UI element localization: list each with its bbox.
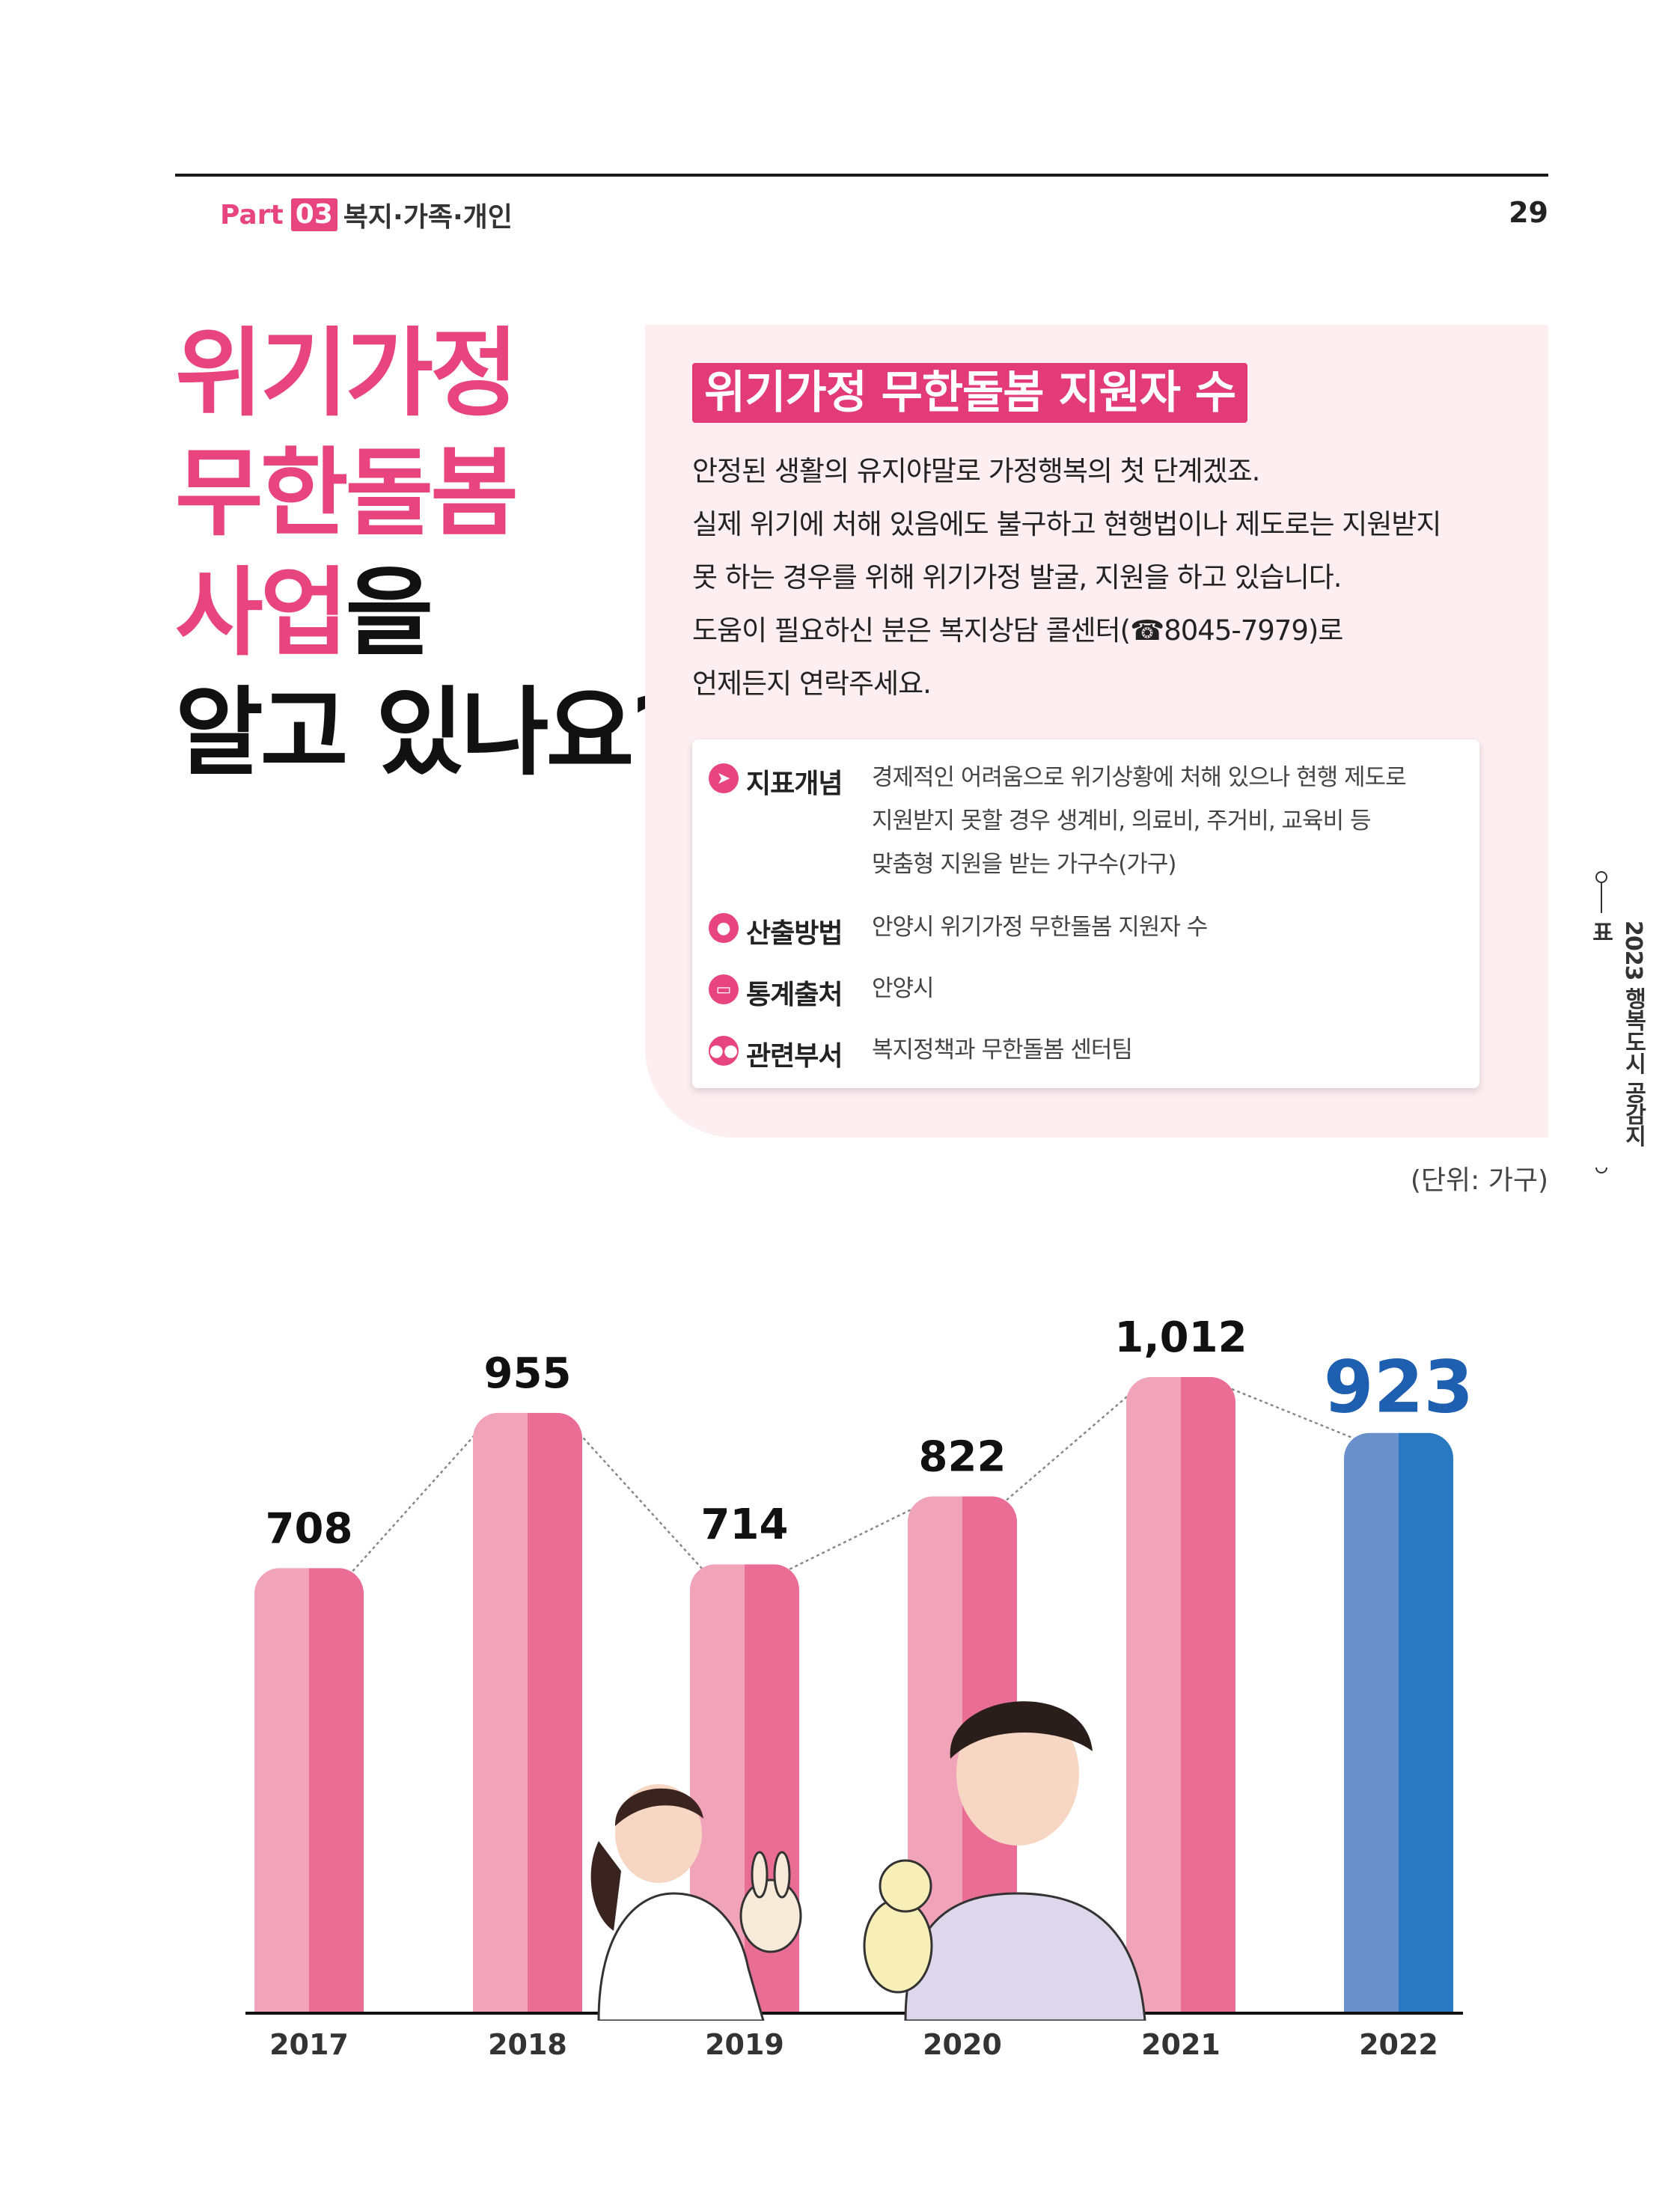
page-headline: 위기가정 무한돌봄 사업을 알고 있나요? [175,314,687,793]
headline-line-3-pink: 사업 [175,558,349,669]
meta-value-line: 지원받지 못할 경우 생계비, 의료비, 주거비, 교육비 등 [872,808,1371,834]
headline-line-3-dark: 을 [345,558,434,669]
side-dot-top [1595,871,1607,883]
meta-key: 관련부서 [746,1041,843,1072]
meta-value: 안양시 위기가정 무한돌봄 지원자 수 [872,906,1208,949]
meta-value: 안양시 [872,967,935,1010]
description-line: 도움이 필요하신 분은 복지상담 콜센터(☎8045-7979)로 [692,614,1343,647]
people-icon: ●● [709,1036,739,1066]
cat-toy-head [879,1859,932,1913]
panel-title: 위기가정 무한돌봄 지원자 수 [692,363,1248,423]
labels-group: 708 2017 955 2018 714 2019 822 2020 1,012 2021 923… [266,1313,1474,2061]
meta-value-line: 복지정책과 무한돌봄 센터팀 [872,1037,1133,1063]
headline-line-2: 무한돌봄 [175,438,519,549]
meta-key: 산출방법 [746,918,843,949]
meta-row-department: ●● 관련부서 복지정책과 무한돌봄 센터팀 [709,1034,1133,1073]
meta-value: 복지정책과 무한돌봄 센터팀 [872,1028,1133,1072]
category-label: 2019 [705,2028,784,2061]
meta-value-line: 안양시 [872,975,935,1002]
value-label: 955 [484,1349,572,1398]
bar-right-half [528,1412,582,2013]
woman-body [597,1892,765,2021]
meta-value-line: 안양시 위기가정 무한돌봄 지원자 수 [872,914,1208,941]
value-label: 822 [919,1433,1007,1482]
paper-plane-icon: ➤ [709,763,739,793]
woman-ponytail [590,1841,621,1931]
bar-right-half [1181,1376,1235,2013]
meta-key: 통계출처 [746,980,843,1010]
description-line: 못 하는 경우를 위해 위기가정 발굴, 지원을 하고 있습니다. [692,561,1343,593]
bar-left-half [473,1412,528,2013]
trend-segment [348,1419,489,1577]
bar-left-half [254,1568,309,2013]
page-number: 29 [1509,196,1548,229]
meta-value: 경제적인 어려움으로 위기상황에 처해 있으나 현행 제도로 지원받지 못할 경… [872,756,1407,886]
bar-2018 [473,1412,582,2013]
bar-2021 [1126,1376,1235,2013]
category-label: 2021 [1141,2028,1221,2061]
category-label: 2020 [923,2028,1002,2061]
bar-left-half [1344,1432,1399,2013]
meta-row-method: ● 산출방법 안양시 위기가정 무한돌봄 지원자 수 [709,912,1208,950]
description-line: 언제든지 연락주세요. [692,668,932,700]
part-number-badge: 03 [290,198,337,231]
family-illustration [590,1701,1146,2021]
cat-toy [863,1898,933,1994]
meta-value-line: 맞춤형 지원을 받는 가구수(가구) [872,851,1177,878]
part-label: Part 03 복지·가족·개인 [220,196,513,233]
meta-row-concept: ➤ 지표개념 경제적인 어려움으로 위기상황에 처해 있으나 현행 제도로 지원… [709,762,1407,886]
bar-2017 [254,1568,364,2013]
bar-right-half [1399,1432,1453,2013]
bunny-ear [773,1851,791,1899]
monitor-icon: ▭ [709,974,739,1004]
category-label: 2017 [269,2028,349,2061]
meta-row-source: ▭ 통계출처 안양시 [709,973,935,1012]
trend-line-group [348,1383,1360,1577]
meta-key: 지표개념 [746,769,843,799]
value-label: 708 [266,1504,353,1553]
bunny-toy [739,1878,802,1953]
side-label-text: 2023 행복도시 공감지표 [1583,913,1649,1167]
indicator-info-card: ➤ 지표개념 경제적인 어려움으로 위기상황에 처해 있으나 현행 제도로 지원… [692,739,1479,1088]
chat-bubble-icon: ● [709,913,739,943]
man-hair [950,1701,1093,1759]
bar-2022 [1344,1432,1453,2013]
bar-right-half [309,1568,364,2013]
man-body [904,1892,1146,2021]
part-title: 복지·가족·개인 [343,202,513,233]
trend-segment [1220,1383,1360,1441]
trend-segment [784,1503,923,1573]
headline-line-4: 알고 있나요? [175,677,687,789]
part-word: Part [220,199,284,231]
trend-segment [1001,1383,1142,1505]
category-label: 2018 [488,2028,567,2061]
category-label: 2022 [1359,2028,1438,2061]
top-rule [175,174,1548,177]
description-line: 안정된 생활의 유지야말로 가정행복의 첫 단계겠죠. [692,455,1260,487]
woman-hair [614,1788,703,1826]
description-line: 실제 위기에 처해 있음에도 불구하고 현행법이나 제도로는 지원받지 [692,508,1441,540]
value-label: 923 [1324,1346,1473,1429]
value-label: 714 [701,1501,789,1549]
bunny-ear [751,1851,769,1899]
bar-left-half [1126,1376,1181,2013]
side-label: 2023 행복도시 공감지표 [1579,871,1649,1173]
meta-value-line: 경제적인 어려움으로 위기상황에 처해 있으나 현행 제도로 [872,764,1407,791]
headline-line-1: 위기가정 [175,318,519,430]
panel-description: 안정된 생활의 유지야말로 가정행복의 첫 단계겠죠. 실제 위기에 처해 있음… [692,445,1530,710]
man-face [956,1702,1079,1846]
trend-segment [566,1419,706,1573]
headline-line-3: 사업을 [175,554,684,674]
value-label: 1,012 [1114,1313,1247,1362]
unit-label: (단위: 가구) [1410,1165,1548,1196]
